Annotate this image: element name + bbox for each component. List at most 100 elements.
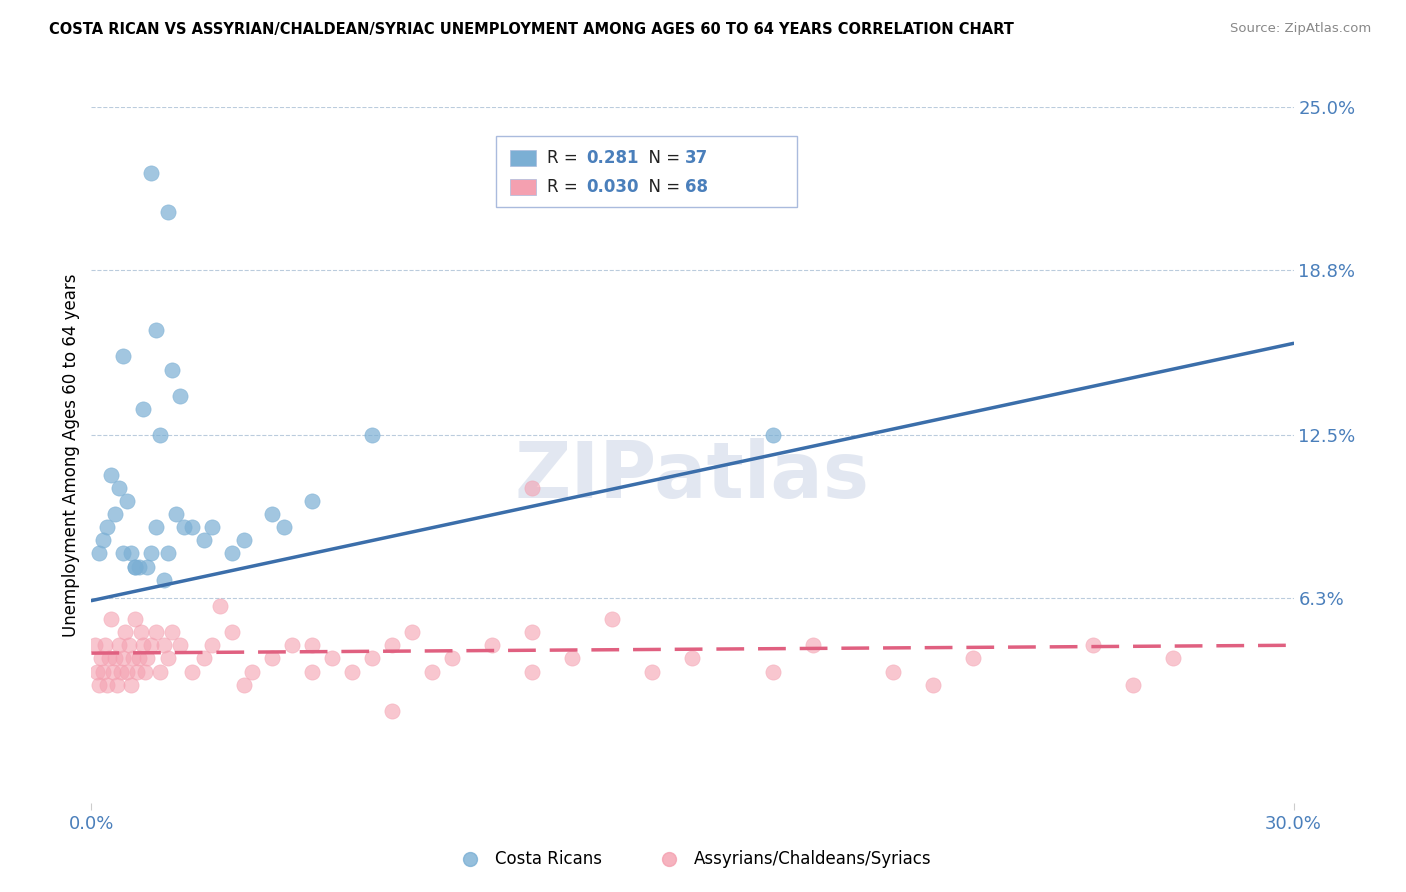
Point bbox=[121, 546, 143, 560]
Point bbox=[180, 520, 202, 534]
Point bbox=[127, 665, 149, 679]
Point bbox=[103, 665, 125, 679]
Point bbox=[114, 625, 136, 640]
Point bbox=[208, 599, 231, 613]
Point bbox=[441, 651, 464, 665]
Point bbox=[201, 638, 224, 652]
Y-axis label: Unemployment Among Ages 60 to 64 years: Unemployment Among Ages 60 to 64 years bbox=[62, 273, 80, 637]
Point bbox=[96, 520, 118, 534]
Text: R =: R = bbox=[547, 149, 583, 167]
Point bbox=[681, 651, 703, 665]
Point bbox=[273, 520, 295, 534]
Point bbox=[100, 467, 122, 482]
Point bbox=[122, 651, 145, 665]
Point bbox=[156, 205, 179, 219]
Point bbox=[301, 665, 323, 679]
Point bbox=[520, 625, 543, 640]
Text: COSTA RICAN VS ASSYRIAN/CHALDEAN/SYRIAC UNEMPLOYMENT AMONG AGES 60 TO 64 YEARS C: COSTA RICAN VS ASSYRIAN/CHALDEAN/SYRIAC … bbox=[49, 22, 1014, 37]
Point bbox=[112, 651, 135, 665]
Point bbox=[152, 573, 174, 587]
Point bbox=[301, 638, 323, 652]
Point bbox=[112, 350, 135, 364]
Point bbox=[98, 651, 121, 665]
Point bbox=[96, 678, 118, 692]
Point bbox=[641, 665, 664, 679]
Point bbox=[104, 507, 127, 521]
Point bbox=[193, 651, 215, 665]
Point bbox=[401, 625, 423, 640]
Point bbox=[148, 665, 170, 679]
Point bbox=[301, 494, 323, 508]
Point bbox=[141, 166, 163, 180]
Point bbox=[84, 638, 107, 652]
Point bbox=[221, 546, 243, 560]
Point bbox=[360, 651, 382, 665]
Point bbox=[762, 428, 785, 442]
Point bbox=[94, 638, 117, 652]
Text: Source: ZipAtlas.com: Source: ZipAtlas.com bbox=[1230, 22, 1371, 36]
Point bbox=[128, 651, 150, 665]
Point bbox=[381, 638, 404, 652]
Point bbox=[145, 520, 167, 534]
Point bbox=[124, 559, 146, 574]
Point bbox=[240, 665, 263, 679]
Point bbox=[117, 665, 139, 679]
Point bbox=[124, 559, 146, 574]
Point bbox=[922, 678, 945, 692]
Point bbox=[221, 625, 243, 640]
Point bbox=[232, 533, 254, 548]
Text: ZIPatlas: ZIPatlas bbox=[515, 438, 870, 514]
Point bbox=[882, 665, 904, 679]
Point bbox=[90, 651, 112, 665]
Point bbox=[173, 520, 195, 534]
Point bbox=[118, 638, 141, 652]
Point bbox=[152, 638, 174, 652]
Point bbox=[156, 546, 179, 560]
Point bbox=[124, 612, 146, 626]
Text: 0.281: 0.281 bbox=[586, 149, 638, 167]
Point bbox=[108, 481, 131, 495]
Point bbox=[136, 651, 159, 665]
Text: 37: 37 bbox=[685, 149, 709, 167]
Point bbox=[132, 638, 155, 652]
Point bbox=[145, 323, 167, 337]
Point bbox=[160, 625, 183, 640]
Text: N =: N = bbox=[638, 149, 686, 167]
Point bbox=[121, 678, 143, 692]
Point bbox=[481, 638, 503, 652]
Point bbox=[260, 507, 283, 521]
Point bbox=[381, 704, 404, 718]
Point bbox=[169, 389, 191, 403]
Point bbox=[321, 651, 343, 665]
Point bbox=[420, 665, 443, 679]
Point bbox=[801, 638, 824, 652]
Point bbox=[602, 612, 624, 626]
Point bbox=[520, 481, 543, 495]
Point bbox=[1122, 678, 1144, 692]
Point bbox=[180, 665, 202, 679]
Text: 0.030: 0.030 bbox=[586, 178, 638, 196]
Text: N =: N = bbox=[638, 178, 686, 196]
Point bbox=[520, 665, 543, 679]
Point bbox=[260, 651, 283, 665]
Point bbox=[340, 665, 363, 679]
Point bbox=[108, 638, 131, 652]
Point bbox=[1083, 638, 1105, 652]
Point bbox=[141, 546, 163, 560]
Point bbox=[89, 546, 111, 560]
Point bbox=[201, 520, 224, 534]
Point bbox=[141, 638, 163, 652]
Point bbox=[561, 651, 583, 665]
Point bbox=[93, 533, 115, 548]
Point bbox=[89, 678, 111, 692]
Point bbox=[104, 651, 127, 665]
Point bbox=[136, 559, 159, 574]
Point bbox=[193, 533, 215, 548]
Point bbox=[112, 546, 135, 560]
Text: 68: 68 bbox=[685, 178, 707, 196]
Point bbox=[160, 362, 183, 376]
Point bbox=[100, 612, 122, 626]
Point bbox=[131, 625, 153, 640]
Point bbox=[148, 428, 170, 442]
Point bbox=[165, 507, 187, 521]
